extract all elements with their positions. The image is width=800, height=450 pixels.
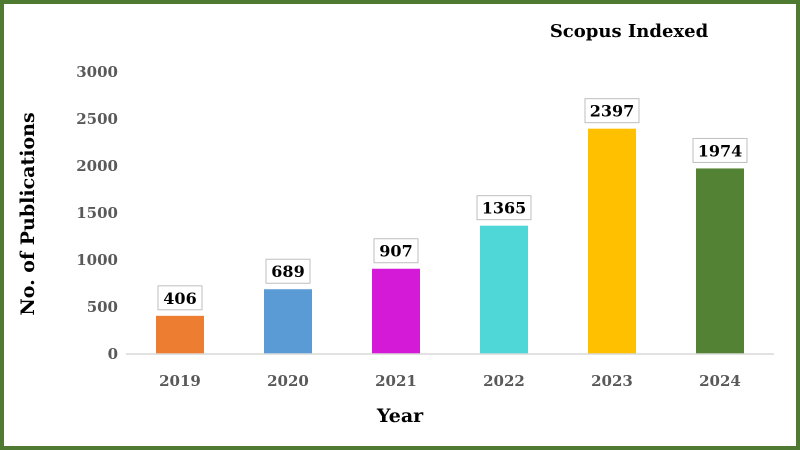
data-label-box <box>373 238 419 264</box>
x-tick-label: 2024 <box>699 372 741 390</box>
x-tick-label: 2019 <box>159 372 201 390</box>
x-tick-label: 2023 <box>591 372 633 390</box>
data-label: 1974 <box>698 141 743 160</box>
x-axis: 2019 2020 2021 2022 2023 2024 <box>159 372 741 390</box>
bar <box>264 289 312 354</box>
data-labels: 406 689 907 1365 2397 1974 <box>157 98 748 311</box>
y-tick-label: 500 <box>87 298 118 316</box>
y-axis-title: No. of Publications <box>17 112 39 315</box>
data-label-box <box>584 98 640 124</box>
bar-chart: Scopus Indexed No. of Publications Year … <box>17 21 774 427</box>
y-tick-label: 0 <box>108 345 118 363</box>
y-tick-label: 2500 <box>76 110 118 128</box>
data-label: 406 <box>163 289 196 308</box>
y-axis: 0 500 1000 1500 2000 2500 3000 <box>76 63 118 363</box>
data-label: 2397 <box>590 102 635 121</box>
y-tick-label: 1500 <box>76 204 118 222</box>
x-axis-title: Year <box>376 405 424 427</box>
data-label-box <box>476 195 532 221</box>
bar <box>156 315 204 354</box>
x-tick-label: 2022 <box>483 372 525 390</box>
bar <box>588 128 636 354</box>
data-label: 907 <box>379 242 412 261</box>
y-tick-label: 1000 <box>76 251 118 269</box>
bars <box>156 128 744 354</box>
x-tick-label: 2020 <box>267 372 309 390</box>
y-tick-label: 2000 <box>76 157 118 175</box>
data-label: 1365 <box>482 199 527 218</box>
bar <box>696 168 744 354</box>
chart-title: Scopus Indexed <box>550 21 709 42</box>
bar <box>372 268 420 354</box>
data-label-box <box>265 258 311 284</box>
data-label-box <box>692 137 748 163</box>
y-tick-label: 3000 <box>76 63 118 81</box>
bar <box>480 225 528 354</box>
data-label: 689 <box>271 262 304 281</box>
x-tick-label: 2021 <box>375 372 417 390</box>
data-label-box <box>157 285 203 311</box>
